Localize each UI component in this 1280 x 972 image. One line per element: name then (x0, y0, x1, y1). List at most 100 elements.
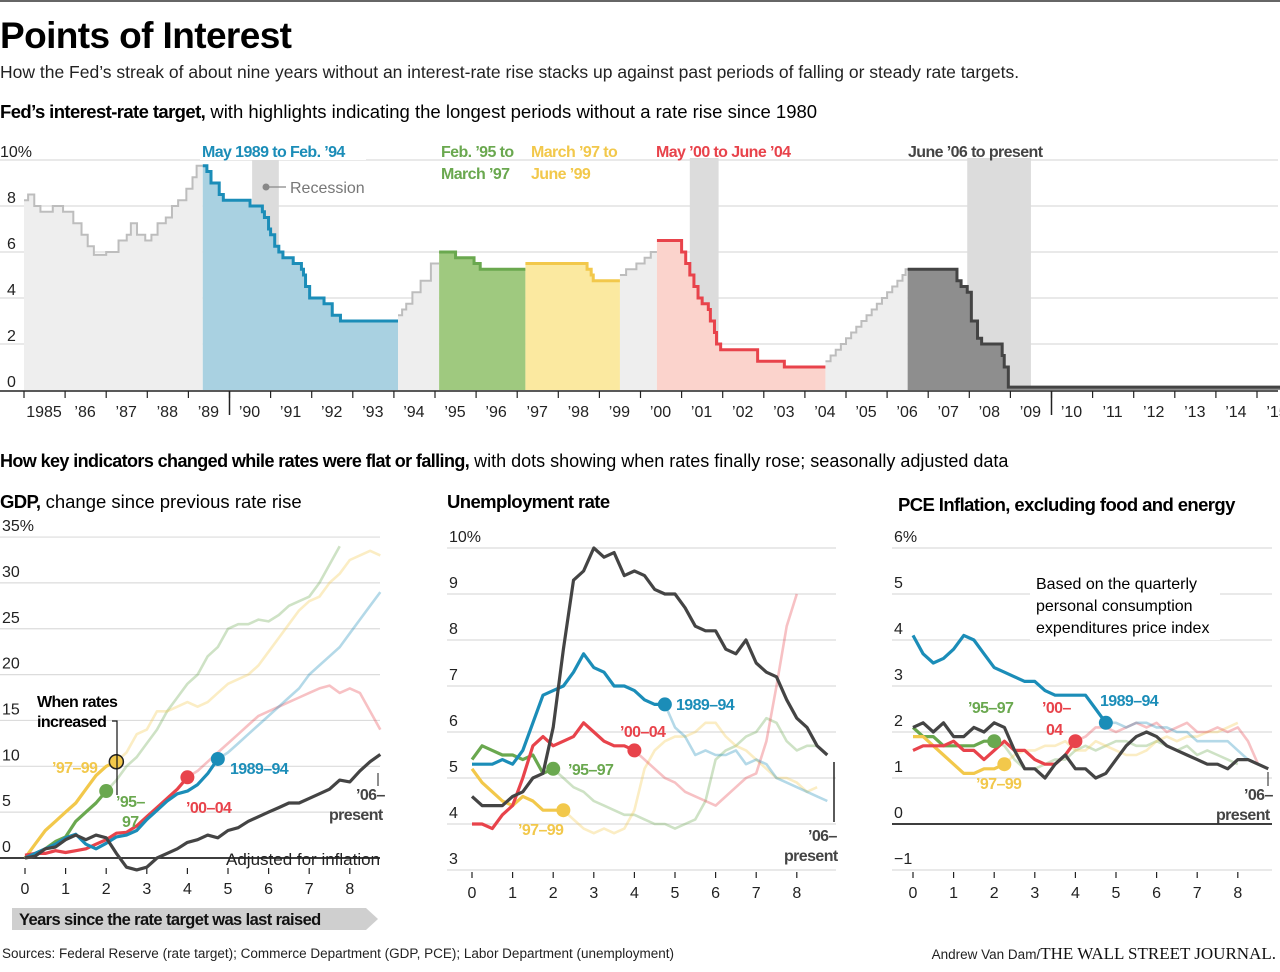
x-tick-label: ’15 (1266, 404, 1280, 421)
y-tick-label: 20 (2, 656, 20, 673)
period-label-1989-94: May 1989 to Feb. ’94 (202, 144, 345, 161)
pce-note-line1: Based on the quarterly (1036, 576, 1197, 593)
x-tick-label: ’04 (814, 404, 835, 421)
series-line-06-present (470, 546, 829, 808)
y-tick-label: 9 (449, 575, 458, 592)
section1-title: Fed’s interest-rate target, with highlig… (0, 101, 817, 122)
period-label-00-04: May ’00 to June ’04 (656, 144, 791, 161)
recession-legend-label: Recession (290, 180, 365, 197)
y-tick-label: 5 (2, 793, 11, 810)
byline: Andrew Van Dam/THE WALL STREET JOURNAL. (932, 944, 1276, 963)
publication-logo: THE WALL STREET JOURNAL. (1040, 944, 1276, 963)
series-after-rise (552, 716, 818, 830)
y-tick-label: 8 (7, 190, 16, 207)
x-tick-label: ’97 (527, 404, 548, 421)
series-line (23, 760, 118, 859)
x-tick-label: 4 (1071, 885, 1080, 902)
x-tick-label: 4 (630, 885, 639, 902)
rate-area-gray (24, 165, 203, 390)
x-tick-label: ’03 (773, 404, 794, 421)
x-tick-label: ’07 (938, 404, 959, 421)
y-tick-label: 0 (894, 805, 903, 822)
x-tick-label: 4 (183, 881, 192, 898)
rate-area-gray (825, 269, 908, 390)
section2-title-rest: with dots showing when rates finally ros… (469, 451, 1009, 471)
sources: Sources: Federal Reserve (rate target); … (2, 946, 674, 961)
series-label-06-present: ’06– (808, 828, 837, 845)
x-tick-label: ’95 (444, 404, 465, 421)
x-tick-label: ’08 (979, 404, 1000, 421)
series-after-rise (105, 545, 341, 792)
series-after-rise (633, 593, 799, 807)
rate-line-blue (202, 164, 399, 323)
x-tick-label: 7 (752, 885, 761, 902)
rate-rise-dot (556, 803, 571, 818)
x-tick-label: 5 (224, 881, 233, 898)
unemployment-series (470, 546, 829, 835)
x-tick-label: ’98 (568, 404, 589, 421)
series-label-95-97: ’95–97 (968, 700, 1014, 717)
section2-title: How key indicators changed while rates w… (0, 451, 1009, 471)
series-after-rise (1105, 721, 1259, 766)
series-label-97-99: ’97–99 (976, 776, 1022, 793)
period-label-97-99: March ’97 to (531, 144, 618, 161)
y-tick-label: 0 (7, 374, 16, 391)
rate-line-red (656, 239, 826, 369)
y-tick-label: 10% (0, 144, 32, 161)
rate-rise-dot (108, 753, 125, 770)
x-tick-label: ’94 (403, 404, 424, 421)
x-tick-label: 3 (142, 881, 151, 898)
period-label-95-97: Feb. ’95 to (441, 144, 514, 161)
rate-line-yellow (525, 262, 620, 283)
y-tick-label: 7 (449, 667, 458, 684)
series-label-06-present-2: present (1216, 807, 1271, 824)
series-label-97-99: ’97–99 (518, 822, 564, 839)
y-tick-label: 25 (2, 610, 20, 627)
section2-title-bold: How key indicators changed while rates w… (0, 451, 469, 471)
x-tick-label: 3 (589, 885, 598, 902)
rate-line-dark (907, 267, 1280, 389)
series-line (912, 739, 1077, 766)
rate-rise-dot (1098, 715, 1113, 730)
x-tick-label: 5 (1112, 885, 1121, 902)
rate-rise-dot (1068, 734, 1083, 749)
series-label-06-present: ’06– (356, 787, 385, 804)
pce-note-line2: personal consumption (1036, 598, 1193, 615)
x-tick-label: 3 (1030, 885, 1039, 902)
x-tick-label: ’05 (855, 404, 876, 421)
x-tick-label: ’88 (157, 404, 178, 421)
x-tick-label: 0 (468, 885, 477, 902)
page-subtitle: How the Fed’s streak of about nine years… (0, 62, 1019, 82)
rate-line-gray (619, 251, 657, 276)
x-tick-label: ’13 (1184, 404, 1205, 421)
x-tick-label: ’09 (1020, 404, 1041, 421)
gdp-gridlines: 35% 30 25 20 15 10 5 0 0 1 2 3 4 5 6 7 8 (0, 518, 380, 898)
fed-rate-chart: 1985 ’86 ’87 ’88 ’89 ’90 ’91 ’92 ’93 ’94 ’95 ’96 ’97… (0, 140, 1280, 421)
series-line (470, 744, 554, 776)
rates-increased-note: When rates (37, 694, 118, 711)
x-axis-banner (12, 908, 378, 930)
rate-rise-dot (987, 734, 1002, 749)
period-label-97-99-line2: June ’99 (531, 166, 591, 183)
series-after-rise (115, 549, 381, 763)
x-tick-label: ’86 (74, 404, 95, 421)
series-after-rise (663, 703, 828, 803)
series-label-00-04: ’00–04 (620, 724, 666, 741)
rate-area-yellow (525, 263, 620, 390)
x-tick-label: 6 (1152, 885, 1161, 902)
author: Andrew Van Dam/ (932, 947, 1041, 962)
x-tick-label: 1 (61, 881, 70, 898)
x-tick-label: 8 (792, 885, 801, 902)
x-tick-label: 7 (305, 881, 314, 898)
x-tick-label: 2 (102, 881, 111, 898)
rate-area-gray (619, 252, 657, 390)
section1-title-rest: with highlights indicating the longest p… (205, 101, 817, 122)
adjusted-note: Adjusted for inflation (226, 850, 380, 869)
period-label-95-97-line2: March ’97 (441, 166, 510, 183)
rate-area-red (656, 240, 826, 390)
series-label-97-99: ’97–99 (52, 760, 98, 777)
series-label-06-present-2: present (784, 848, 839, 865)
rate-rise-dot (627, 743, 642, 758)
x-tick-label: ’14 (1225, 404, 1246, 421)
